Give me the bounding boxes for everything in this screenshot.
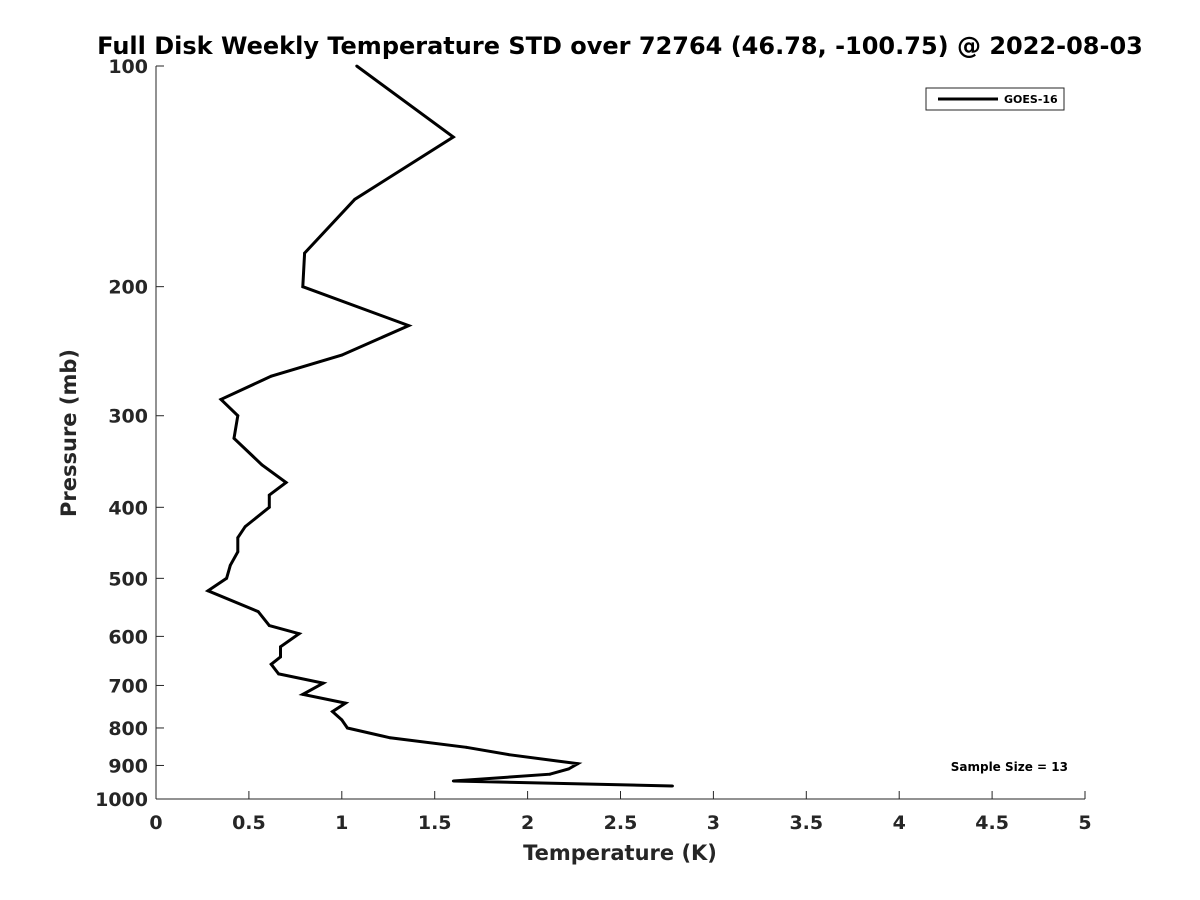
data-point — [464, 745, 468, 749]
x-tick-label: 0.5 — [232, 812, 266, 834]
x-axis-label: Temperature (K) — [523, 841, 717, 865]
x-tick-label: 5 — [1078, 812, 1091, 834]
data-point — [236, 536, 240, 540]
data-point — [451, 135, 455, 139]
data-point — [567, 767, 570, 771]
data-point — [277, 672, 280, 676]
data-point — [256, 610, 260, 613]
series-line-goes16 — [204, 64, 673, 788]
data-point — [548, 772, 552, 776]
data-point — [284, 481, 288, 484]
x-tick-label: 1 — [335, 812, 348, 834]
data-point — [267, 624, 271, 627]
x-tick-label: 3.5 — [789, 812, 823, 834]
x-tick-label: 4 — [893, 812, 906, 834]
plot-area — [155, 66, 1085, 800]
data-point — [236, 414, 240, 418]
x-tick-label: 4.5 — [975, 812, 1009, 834]
data-point — [267, 505, 271, 509]
data-point — [279, 655, 282, 659]
data-point — [219, 398, 223, 401]
data-point — [407, 324, 411, 327]
data-point — [303, 251, 306, 255]
data-point — [507, 753, 511, 757]
data-point — [206, 589, 210, 593]
data-point — [340, 353, 344, 357]
y-tick-label: 900 — [108, 755, 148, 777]
y-tick-label: 300 — [108, 406, 148, 428]
x-tick-label: 2 — [521, 812, 534, 834]
legend-entry-goes16: GOES-16 — [1004, 93, 1058, 106]
data-point — [355, 64, 359, 68]
y-tick-label: 100 — [108, 56, 148, 78]
data-point — [267, 493, 271, 497]
y-axis-label: Pressure (mb) — [57, 349, 81, 517]
data-point — [301, 693, 305, 696]
x-tick-label: 1.5 — [418, 812, 452, 834]
y-tick-label: 800 — [108, 718, 148, 740]
data-point — [301, 285, 305, 289]
data-point — [279, 645, 282, 649]
data-points — [206, 64, 674, 788]
y-tick-label: 200 — [108, 277, 148, 299]
data-point — [340, 718, 344, 722]
y-tick-label: 600 — [108, 626, 148, 648]
data-point — [321, 681, 325, 685]
chart-title: Full Disk Weekly Temperature STD over 72… — [97, 32, 1143, 60]
data-point — [269, 662, 273, 666]
data-point — [344, 701, 347, 705]
y-ticks: 100 200 300 400 500 600 700 800 900 1000 — [95, 56, 164, 811]
y-tick-label: 1000 — [95, 789, 148, 811]
data-point — [388, 736, 392, 740]
data-point — [260, 463, 264, 467]
y-tick-label: 500 — [108, 568, 148, 590]
x-tick-label: 0 — [149, 812, 162, 834]
data-point — [225, 576, 229, 580]
data-point — [228, 563, 232, 567]
data-point — [576, 762, 580, 766]
legend: GOES-16 — [925, 87, 1065, 111]
data-point — [243, 525, 247, 528]
x-ticks: 0 0.5 1 1.5 2 2.5 3 3.5 4 4.5 5 — [149, 791, 1092, 834]
data-point — [346, 726, 349, 730]
y-tick-label: 400 — [108, 497, 148, 519]
x-tick-label: 3 — [707, 812, 720, 834]
data-point — [297, 632, 301, 636]
data-point — [451, 779, 455, 783]
data-point — [232, 436, 236, 440]
y-tick-label: 700 — [108, 675, 148, 697]
data-point — [353, 197, 357, 201]
data-point — [671, 784, 674, 788]
x-tick-label: 2.5 — [604, 812, 638, 834]
sample-size-annotation: Sample Size = 13 — [951, 760, 1068, 774]
data-point — [331, 710, 334, 713]
data-point — [236, 550, 240, 554]
data-point — [269, 374, 273, 378]
